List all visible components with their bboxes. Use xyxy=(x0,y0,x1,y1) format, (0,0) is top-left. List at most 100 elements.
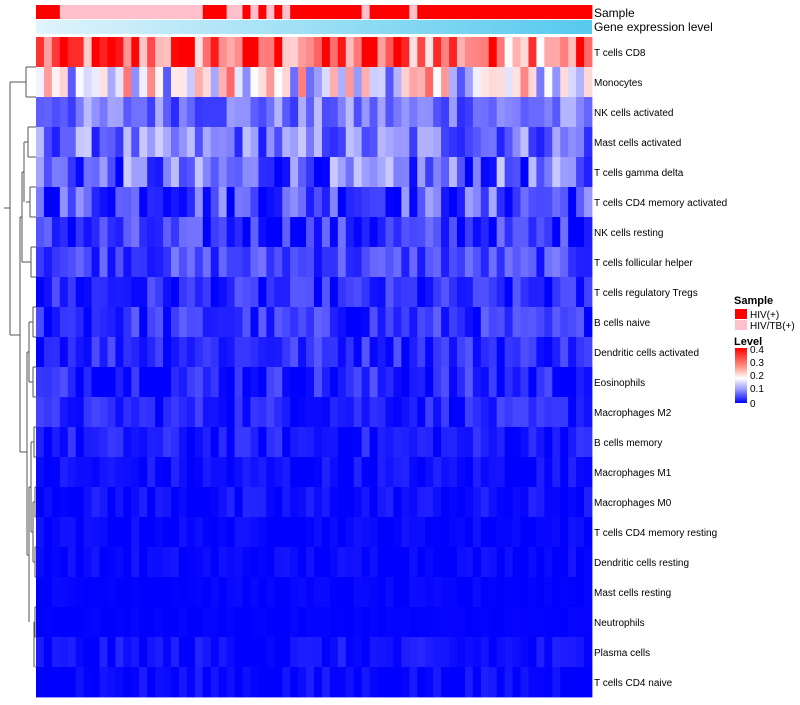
heatmap-cell xyxy=(456,457,466,488)
heatmap-cell xyxy=(123,307,132,338)
heatmap-cell xyxy=(178,367,188,398)
heatmap-cell xyxy=(178,577,188,608)
heatmap-cell xyxy=(202,187,212,218)
heatmap-cell xyxy=(59,457,69,488)
heatmap-cell xyxy=(417,367,426,398)
row-label: B cells memory xyxy=(594,438,662,449)
heatmap-cell xyxy=(552,397,561,428)
heatmap-cell xyxy=(59,397,69,428)
heatmap-cell xyxy=(353,637,363,668)
heatmap-cell xyxy=(123,217,132,248)
heatmap-cell xyxy=(472,397,482,428)
heatmap-cell xyxy=(298,217,307,248)
heatmap-cell xyxy=(266,637,275,668)
heatmap-cell xyxy=(226,247,235,278)
heatmap-cell xyxy=(59,427,69,458)
heatmap-cell xyxy=(321,157,331,188)
heatmap-cell xyxy=(528,487,537,518)
heatmap-cell xyxy=(528,247,537,278)
heatmap-cell xyxy=(472,187,482,218)
heatmap-cell xyxy=(226,457,235,488)
heatmap-cell xyxy=(115,487,124,518)
heatmap-cell xyxy=(75,637,85,668)
heatmap-cell xyxy=(504,487,513,518)
sample-annotation-cell xyxy=(520,5,529,19)
heatmap-cell xyxy=(67,397,77,428)
heatmap-cell xyxy=(282,637,291,668)
heatmap-cell xyxy=(568,187,577,218)
heatmap-cell xyxy=(282,157,291,188)
heatmap-cell xyxy=(385,457,394,488)
heatmap-cell xyxy=(178,397,188,428)
heatmap-cell xyxy=(329,577,339,608)
heatmap-cell xyxy=(155,37,164,68)
heatmap-cell xyxy=(584,637,593,668)
heatmap-cell xyxy=(520,247,529,278)
heatmap-cell xyxy=(107,427,116,458)
heatmap-cell xyxy=(496,517,506,548)
heatmap-cell xyxy=(139,487,148,518)
heatmap-cell xyxy=(496,547,506,578)
heatmap-cell xyxy=(544,217,553,248)
heatmap-cell xyxy=(441,367,450,398)
heatmap-cell xyxy=(186,337,196,368)
heatmap-cell xyxy=(314,127,323,158)
heatmap-cell xyxy=(560,37,569,68)
heatmap-cell xyxy=(306,607,315,638)
heatmap-cell xyxy=(163,547,172,578)
heatmap-cell xyxy=(560,157,569,188)
row-dendrogram xyxy=(4,66,36,668)
heatmap-cell xyxy=(536,397,545,428)
heatmap-cell xyxy=(345,67,355,98)
heatmap-cell xyxy=(290,367,299,398)
heatmap-cell xyxy=(409,217,418,248)
heatmap-cell xyxy=(441,337,450,368)
heatmap-cell xyxy=(67,367,77,398)
heatmap-cell xyxy=(345,307,355,338)
heatmap-cell xyxy=(131,487,140,518)
heatmap-cell xyxy=(433,67,442,98)
heatmap-cell xyxy=(147,547,156,578)
heatmap-cell xyxy=(155,217,164,248)
heatmap-cell xyxy=(337,37,347,68)
heatmap-cell xyxy=(163,277,172,308)
heatmap-cell xyxy=(210,637,220,668)
heatmap-cell xyxy=(321,37,331,68)
heatmap-cell xyxy=(345,607,355,638)
heatmap-cell xyxy=(345,667,355,698)
sample-annotation-cell xyxy=(139,5,148,19)
heatmap-cell xyxy=(131,577,140,608)
heatmap-cell xyxy=(163,97,172,128)
heatmap-cell xyxy=(67,517,77,548)
heatmap-cell xyxy=(528,637,537,668)
heatmap-cell xyxy=(139,307,148,338)
heatmap-cell xyxy=(321,307,331,338)
heatmap-cell xyxy=(178,427,188,458)
heatmap-cell xyxy=(417,487,426,518)
heatmap-cell xyxy=(488,577,498,608)
heatmap-cell xyxy=(226,307,235,338)
sample-annotation-cell xyxy=(536,5,545,19)
heatmap-cell xyxy=(401,127,410,158)
heatmap-cell xyxy=(409,37,418,68)
heatmap-cell xyxy=(43,37,53,68)
sample-annotation-cell xyxy=(163,5,172,19)
heatmap-cell xyxy=(51,427,61,458)
heatmap-cell xyxy=(337,217,347,248)
heatmap-cell xyxy=(409,637,418,668)
heatmap-cell xyxy=(345,547,355,578)
sample-annotation-cell xyxy=(337,5,347,19)
heatmap-cell xyxy=(139,427,148,458)
heatmap-cell xyxy=(139,37,148,68)
heatmap-cell xyxy=(226,547,235,578)
heatmap-cell xyxy=(520,667,529,698)
heatmap-cell xyxy=(107,547,116,578)
heatmap-cell xyxy=(178,487,188,518)
heatmap-cell xyxy=(512,247,521,278)
row-label: T cells CD8 xyxy=(594,48,646,59)
heatmap-cell xyxy=(210,277,220,308)
heatmap-cell xyxy=(107,307,116,338)
heatmap-cell xyxy=(242,307,251,338)
heatmap-cell xyxy=(234,457,243,488)
heatmap-cell xyxy=(464,187,474,218)
